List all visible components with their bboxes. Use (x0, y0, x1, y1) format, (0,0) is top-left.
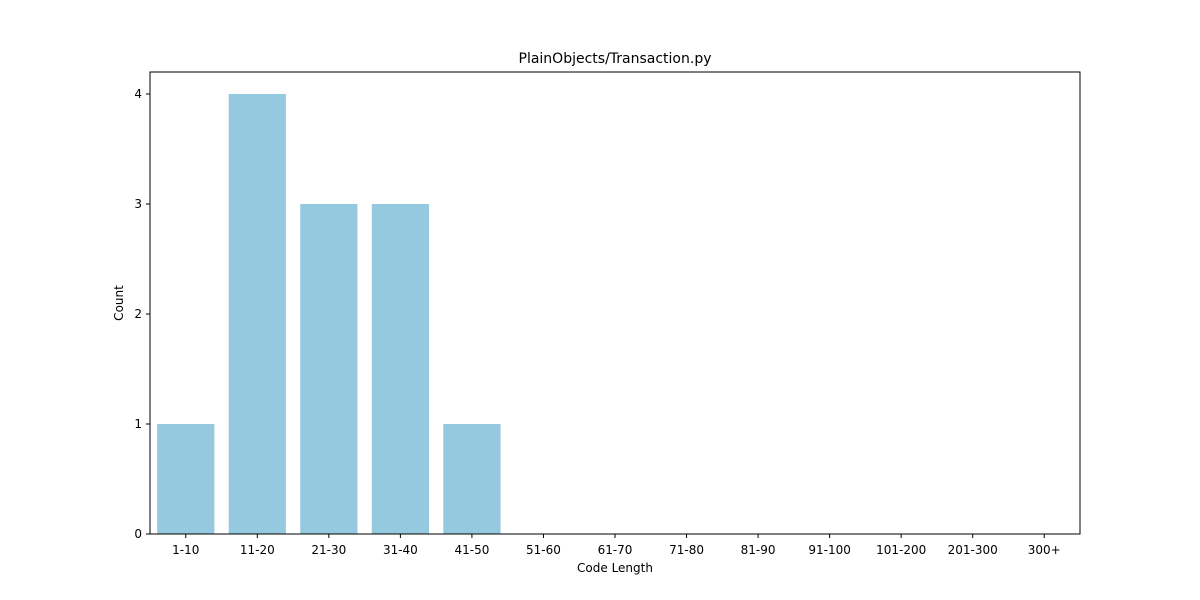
x-tick-label: 91-100 (808, 543, 851, 557)
y-axis-label: Count (112, 285, 126, 321)
x-tick-label: 201-300 (948, 543, 998, 557)
bar-21-30 (300, 204, 358, 534)
bar-11-20 (228, 94, 286, 534)
bar-31-40 (371, 204, 429, 534)
y-tick-label: 1 (134, 417, 142, 431)
x-tick-label: 51-60 (526, 543, 561, 557)
chart-title: PlainObjects/Transaction.py (519, 51, 712, 67)
x-tick-label: 300+ (1028, 543, 1061, 557)
x-tick-label: 41-50 (454, 543, 489, 557)
bar-1-10 (157, 424, 215, 534)
bar-41-50 (443, 424, 501, 534)
y-tick-label: 0 (134, 527, 142, 541)
x-tick-label: 1-10 (172, 543, 199, 557)
x-tick-label: 71-80 (669, 543, 704, 557)
y-axis: 0 1 2 3 4 (134, 87, 150, 541)
x-axis-label: Code Length (577, 561, 653, 575)
plot-area-frame (149, 71, 1081, 535)
x-tick-label: 31-40 (383, 543, 418, 557)
bars-group (157, 94, 501, 534)
y-tick-label: 2 (134, 307, 142, 321)
x-tick-label: 101-200 (876, 543, 926, 557)
x-tick-label: 61-70 (598, 543, 633, 557)
y-tick-label: 4 (134, 87, 142, 101)
x-tick-label: 81-90 (741, 543, 776, 557)
y-tick-label: 3 (134, 197, 142, 211)
x-tick-label: 11-20 (240, 543, 275, 557)
x-axis: 1-10 11-20 21-30 31-40 41-50 51-60 61-70 71-80 8… (172, 534, 1061, 557)
x-tick-label: 21-30 (311, 543, 346, 557)
